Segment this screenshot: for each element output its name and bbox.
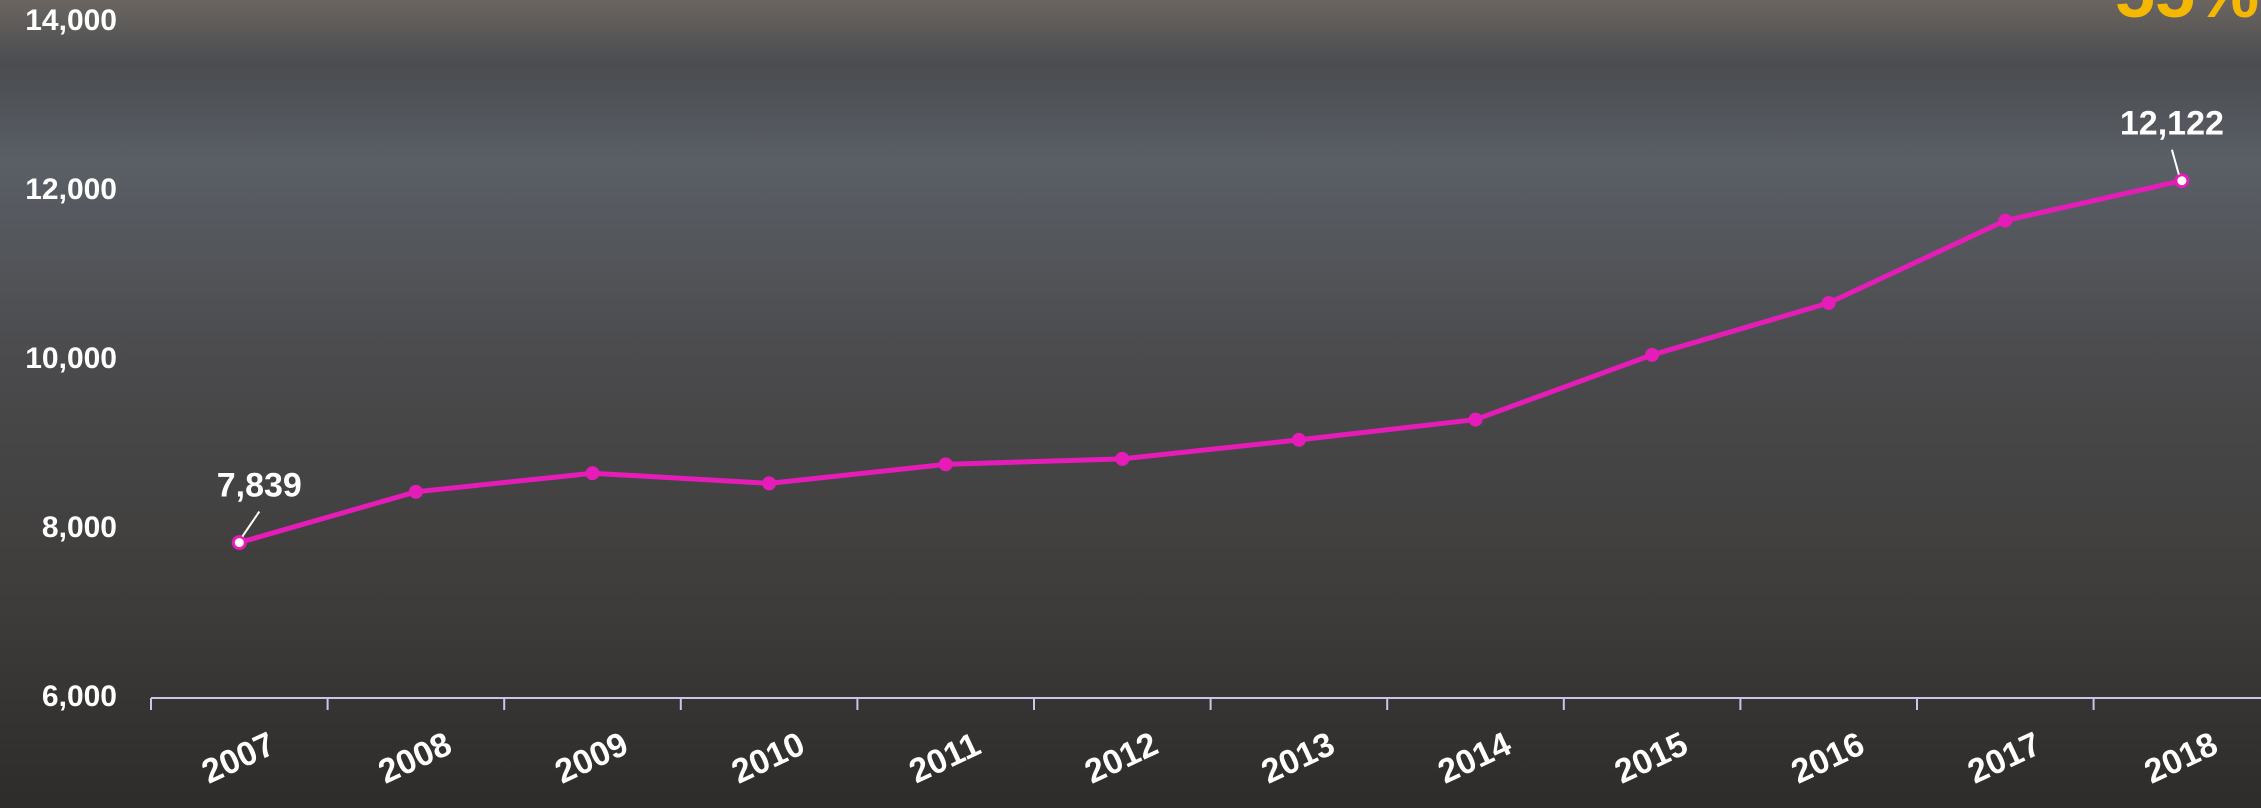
line: [238, 178, 2183, 546]
marker: [1468, 412, 1483, 427]
leader-line: [241, 511, 261, 538]
marker: [231, 535, 247, 551]
leader-line: [2170, 149, 2180, 175]
y-tick-label: 14,000: [25, 4, 117, 37]
marker: [408, 484, 423, 499]
data-label: 7,839: [217, 467, 302, 505]
marker: [1645, 347, 1660, 362]
data-label: 12,122: [2120, 105, 2224, 143]
marker: [938, 457, 953, 472]
y-tick-label: 6,000: [42, 680, 117, 713]
y-tick-label: 8,000: [42, 511, 117, 544]
marker: [1291, 432, 1306, 447]
marker: [1821, 295, 1836, 310]
marker: [1998, 213, 2013, 228]
annotation: 55%: [2115, 0, 2259, 33]
marker: [1115, 451, 1130, 466]
marker: [2174, 173, 2190, 189]
marker: [762, 476, 777, 491]
y-tick-label: 12,000: [25, 173, 117, 206]
marker: [585, 466, 600, 481]
y-tick-label: 10,000: [25, 342, 117, 375]
